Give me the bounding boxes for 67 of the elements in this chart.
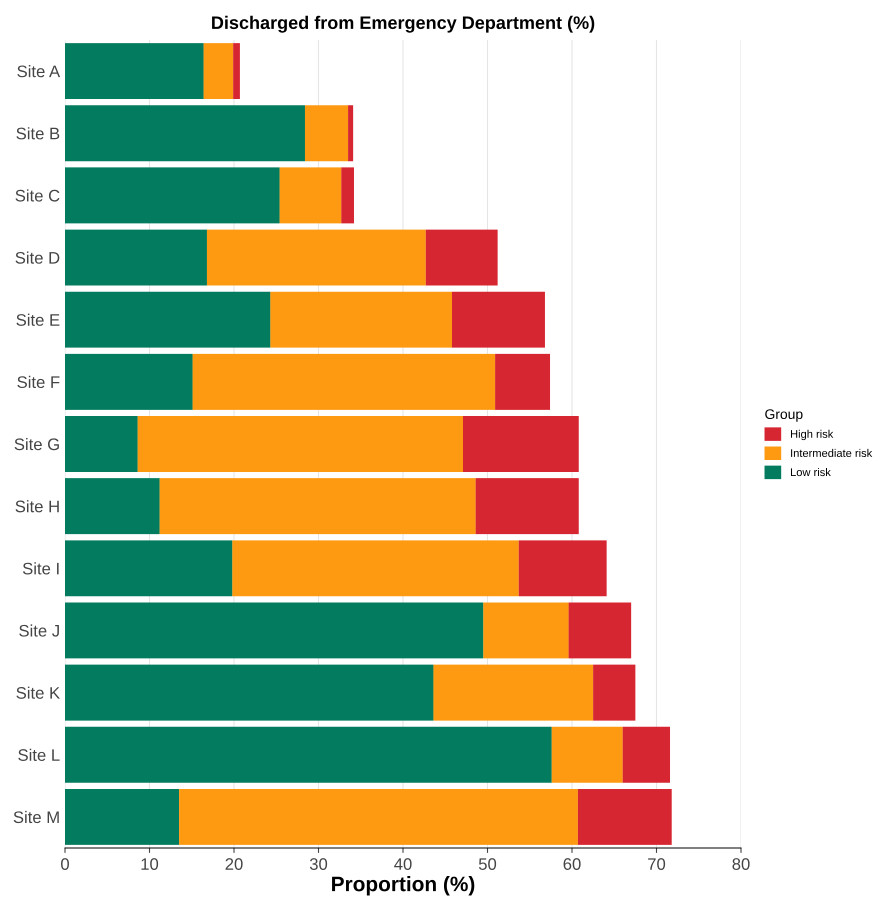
bar bbox=[65, 354, 193, 410]
x-tick-label: 40 bbox=[394, 858, 412, 870]
y-tick-label: Site D bbox=[16, 252, 60, 264]
bar bbox=[65, 788, 180, 845]
x-tick-label: 10 bbox=[142, 858, 158, 870]
bar bbox=[304, 105, 348, 162]
x-tick-label: 80 bbox=[732, 858, 750, 870]
bar bbox=[622, 726, 670, 783]
bar bbox=[233, 43, 240, 100]
bar bbox=[160, 478, 476, 534]
legend-label: High risk bbox=[790, 430, 834, 440]
x-tick-label: 70 bbox=[648, 858, 666, 870]
x-tick-label: 20 bbox=[226, 858, 243, 870]
legend-label: Low risk bbox=[790, 468, 831, 476]
bar bbox=[65, 726, 552, 783]
bar bbox=[204, 43, 234, 100]
bar bbox=[348, 105, 354, 162]
bar bbox=[65, 664, 434, 721]
bar bbox=[65, 478, 160, 534]
bar bbox=[65, 43, 204, 100]
y-tick-label: Site L bbox=[18, 748, 60, 761]
bar bbox=[593, 664, 636, 721]
bar bbox=[192, 354, 496, 410]
bar bbox=[138, 416, 463, 472]
y-tick-label: Site K bbox=[16, 686, 60, 699]
y-tick-label: Site B bbox=[16, 127, 60, 140]
y-tick-label: Site G bbox=[14, 438, 59, 450]
bar bbox=[462, 416, 579, 472]
y-tick-label: Site E bbox=[16, 314, 60, 326]
x-tick-label: 60 bbox=[564, 858, 581, 870]
bar bbox=[476, 478, 579, 534]
bar bbox=[232, 540, 519, 596]
bar bbox=[518, 540, 607, 596]
bar bbox=[65, 602, 484, 658]
bar bbox=[341, 167, 354, 224]
bar bbox=[483, 602, 569, 658]
x-tick-label: 30 bbox=[310, 858, 328, 870]
bar bbox=[270, 292, 452, 348]
bar bbox=[179, 788, 578, 845]
bar bbox=[452, 292, 545, 348]
bar bbox=[568, 602, 632, 658]
bar bbox=[495, 354, 550, 410]
bar bbox=[206, 230, 426, 286]
bar bbox=[433, 664, 594, 721]
bar bbox=[280, 167, 342, 224]
y-tick-label: Site F bbox=[17, 376, 60, 388]
bar bbox=[65, 540, 232, 596]
y-tick-label: Site C bbox=[16, 189, 60, 202]
legend-label: Intermediate risk bbox=[791, 448, 872, 458]
bar bbox=[65, 416, 138, 472]
bar bbox=[65, 230, 207, 286]
bar bbox=[426, 230, 498, 286]
bar bbox=[65, 167, 280, 224]
chart-title: Discharged from Emergency Department (%) bbox=[212, 16, 594, 33]
bar bbox=[65, 292, 270, 348]
bar bbox=[578, 788, 672, 845]
x-axis-title: Proportion (%) bbox=[332, 876, 474, 896]
y-tick-label: Site A bbox=[17, 65, 60, 78]
y-tick-label: Site I bbox=[22, 562, 59, 575]
x-tick-label: 0 bbox=[61, 858, 69, 870]
y-tick-label: Site M bbox=[14, 810, 59, 824]
bar bbox=[552, 726, 623, 783]
legend-title: Group bbox=[765, 409, 803, 422]
x-tick-label: 50 bbox=[478, 858, 496, 870]
bar bbox=[65, 105, 305, 162]
y-tick-label: Site J bbox=[19, 624, 59, 637]
y-tick-label: Site H bbox=[16, 500, 59, 512]
